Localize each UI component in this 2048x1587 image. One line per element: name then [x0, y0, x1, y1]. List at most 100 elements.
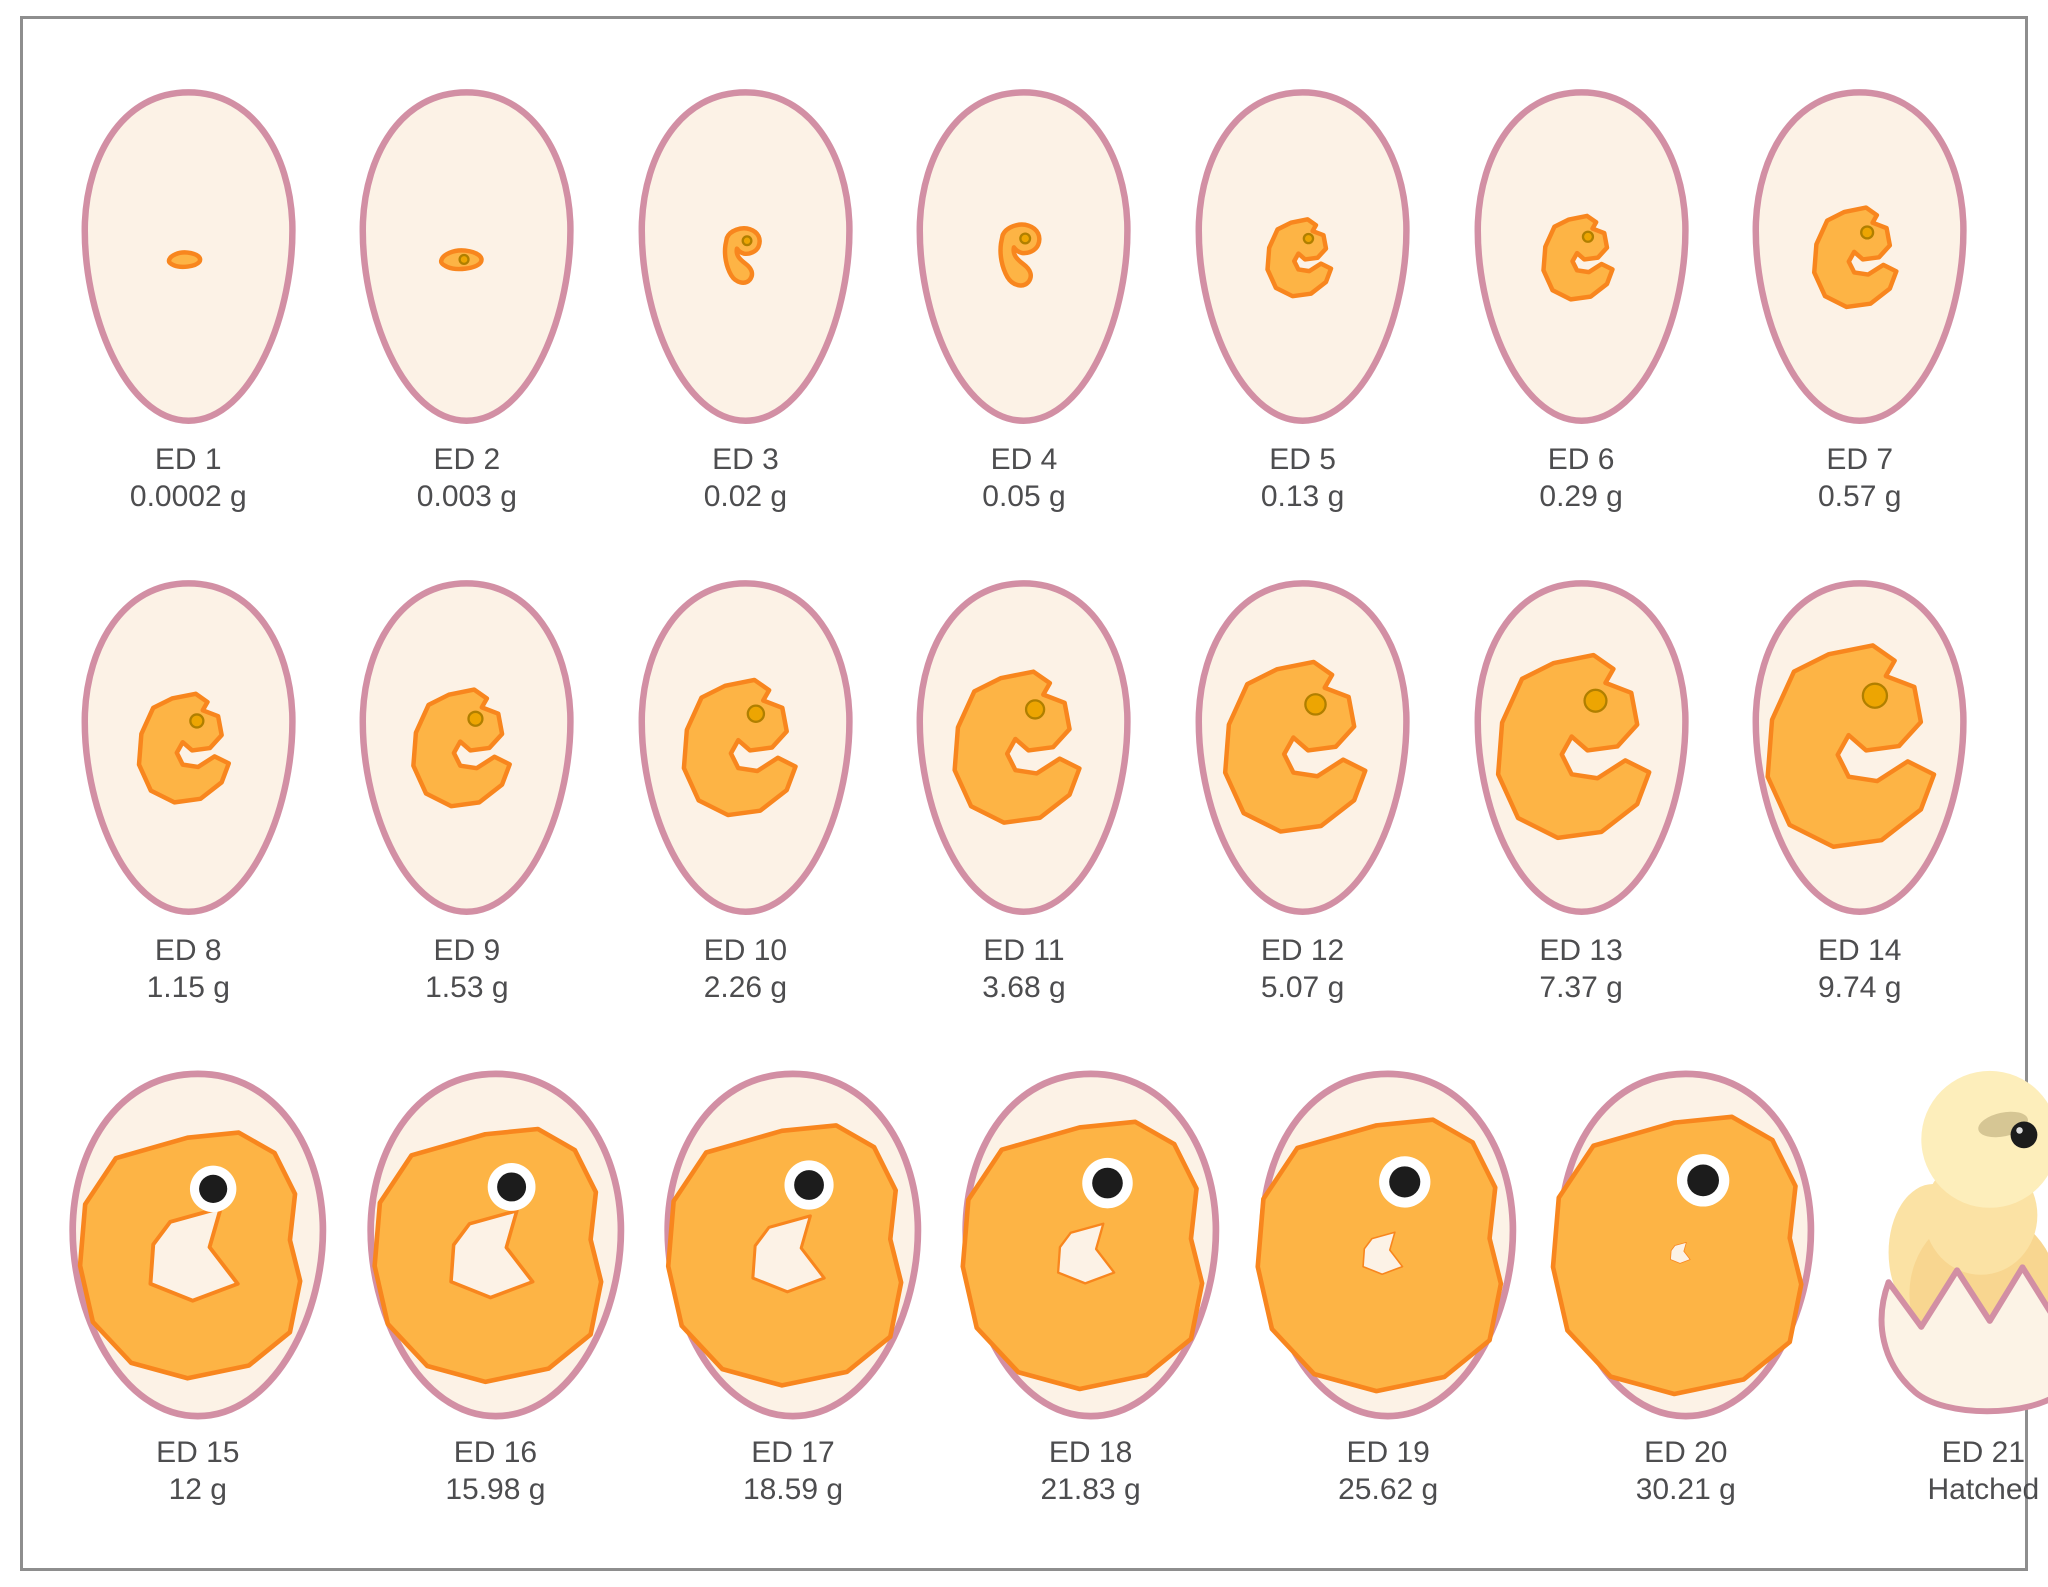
embryo-wing-notch	[1670, 1242, 1691, 1265]
stage-day-label: ED 17	[751, 1436, 835, 1470]
embryo-wing-notch	[1056, 1222, 1116, 1285]
embryo-eye-icon	[199, 1175, 228, 1204]
egg-stage-cell: ED 5 0.13 g	[1173, 78, 1432, 515]
stage-weight-label: 0.29 g	[1539, 479, 1623, 513]
stage-weight-label: 3.68 g	[982, 970, 1066, 1004]
egg-grid-row-3: ED 15 12 g ED 16 15.98 g ED 17 18.59 g ED 18 21…	[49, 1059, 2048, 1508]
egg-stage-cell: ED 14 9.74 g	[1730, 569, 1989, 1006]
stage-weight-label: 9.74 g	[1817, 970, 1902, 1004]
egg-stage-cell: ED 4 0.05 g	[894, 78, 1153, 515]
stage-day-label: ED 6	[1547, 443, 1615, 477]
egg-stage-cell: ED 18 21.83 g	[942, 1059, 1240, 1508]
stage-day-label: ED 16	[453, 1436, 538, 1470]
stage-weight-label: 7.37 g	[1539, 970, 1623, 1004]
stage-labels: ED 18 21.83 g	[1041, 1435, 1141, 1508]
egg-illustration	[1255, 1070, 1517, 1420]
embryo-shape	[952, 669, 1083, 825]
egg-stage-cell: ED 17 18.59 g	[644, 1059, 942, 1508]
embryo-wing-notch	[148, 1206, 240, 1304]
stage-weight-label: 0.0002 g	[129, 479, 247, 513]
embryo-shape	[1495, 652, 1651, 841]
embryo-shape	[1265, 217, 1334, 299]
embryo-shape	[960, 1120, 1205, 1392]
stage-labels: ED 21 Hatched	[1927, 1435, 2039, 1508]
egg-stage-cell: ED 2 0.003 g	[337, 78, 596, 515]
stage-day-label: ED 19	[1346, 1436, 1430, 1470]
egg-stage-cell: ED 15 12 g	[49, 1059, 347, 1508]
hatched-chick-illustration	[1878, 1071, 2048, 1415]
embryo-body	[1812, 205, 1899, 310]
embryo-eye-icon	[1861, 682, 1889, 709]
egg-illustration	[638, 580, 853, 915]
egg-stage-cell: ED 11 3.68 g	[894, 569, 1153, 1006]
egg-stage-cell: ED 6 0.29 g	[1452, 78, 1711, 515]
embryo-wing-notch	[448, 1209, 535, 1300]
stage-weight-label: 0.003 g	[416, 479, 517, 513]
stage-weight-label: 15.98 g	[445, 1473, 546, 1507]
stage-labels: ED 6 0.29 g	[1539, 442, 1622, 515]
stage-labels: ED 11 3.68 g	[982, 933, 1065, 1006]
embryo-shape	[166, 250, 202, 270]
embryo-eye-icon	[794, 1170, 825, 1201]
embryo-shape	[411, 687, 513, 809]
stage-labels: ED 17 18.59 g	[743, 1435, 843, 1508]
embryo-shape	[136, 691, 231, 805]
embryo-eye-icon	[1019, 232, 1032, 245]
egg-grid-row-1: ED 1 0.0002 g ED 2 0.003 g ED 3 0.02 g ED 4 0.0…	[49, 78, 1999, 515]
stage-labels: ED 7 0.57 g	[1818, 442, 1901, 515]
stage-day-label: ED 12	[1260, 933, 1345, 967]
stage-labels: ED 19 25.62 g	[1338, 1435, 1438, 1508]
stage-day-label: ED 5	[1269, 443, 1336, 477]
egg-stage-cell: ED 10 2.26 g	[616, 569, 875, 1006]
stage-labels: ED 1 0.0002 g	[130, 442, 247, 515]
eggshell-cracked	[1878, 1264, 2048, 1415]
embryo-eye-icon	[458, 254, 470, 266]
embryo-body	[411, 687, 513, 809]
embryo-body	[1222, 659, 1368, 834]
stage-labels: ED 4 0.05 g	[982, 442, 1065, 515]
egg-stage-cell: ED 20 30.21 g	[1537, 1059, 1835, 1508]
egg-stage-cell: ED 13 7.37 g	[1452, 569, 1711, 1006]
stage-labels: ED 2 0.003 g	[417, 442, 517, 515]
embryo-body	[681, 677, 798, 818]
embryo-shape	[1765, 643, 1937, 849]
embryo-shape	[1255, 1117, 1504, 1394]
embryo-body	[1540, 214, 1615, 302]
embryo-shape	[998, 222, 1042, 289]
stage-labels: ED 8 1.15 g	[147, 933, 230, 1006]
egg-stage-cell: ED 12 5.07 g	[1173, 569, 1432, 1006]
embryo-eye-icon	[741, 235, 753, 247]
stage-weight-label: 0.05 g	[982, 479, 1066, 513]
embryo-eye-icon	[1091, 1168, 1123, 1199]
egg-stage-cell: ED 21 Hatched	[1835, 1059, 2048, 1508]
embryo-eye-icon	[1304, 692, 1327, 716]
egg-illustration	[664, 1070, 922, 1420]
egg-illustration	[69, 1070, 327, 1420]
stage-weight-label: 0.02 g	[703, 479, 788, 513]
egg-illustration	[1752, 580, 1967, 915]
stage-weight-label: 30.21 g	[1635, 1473, 1736, 1507]
stage-weight-label: 5.07 g	[1260, 970, 1345, 1004]
egg-illustration	[1752, 89, 1967, 425]
stage-day-label: ED 8	[154, 933, 222, 967]
stage-weight-label: 1.53 g	[425, 970, 509, 1004]
embryo-eye-icon	[1389, 1166, 1421, 1198]
embryo-shape	[681, 677, 798, 818]
embryo-eye-icon	[188, 713, 205, 729]
embryo-eye-icon	[496, 1172, 526, 1202]
stage-day-label: ED 14	[1818, 933, 1902, 967]
embryo-eye-icon	[1860, 225, 1875, 240]
embryo-eye-icon	[1302, 233, 1315, 245]
stage-weight-label: 0.57 g	[1817, 479, 1902, 513]
egg-outline	[917, 89, 1131, 425]
egg-illustration	[1195, 580, 1410, 915]
egg-stage-cell: ED 8 1.15 g	[59, 569, 318, 1006]
egg-illustration	[1474, 580, 1689, 915]
embryo-body	[1495, 652, 1651, 841]
stage-labels: ED 3 0.02 g	[704, 442, 787, 515]
stage-day-label: ED 20	[1644, 1436, 1728, 1470]
egg-stage-cell: ED 9 1.53 g	[337, 569, 596, 1006]
embryo-wing-notch	[1362, 1231, 1404, 1276]
egg-illustration	[1474, 89, 1689, 425]
egg-illustration	[917, 580, 1131, 915]
